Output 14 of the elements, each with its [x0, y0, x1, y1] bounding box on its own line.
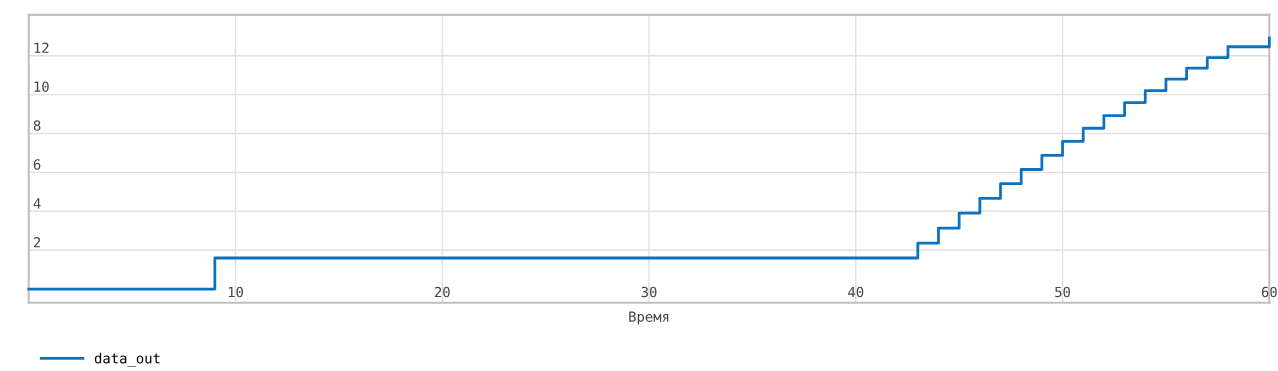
x-tick-label: 50 — [1055, 286, 1071, 298]
x-tick-label: 20 — [434, 286, 450, 298]
legend-label: data_out — [94, 352, 160, 367]
x-tick-label: 10 — [228, 286, 243, 298]
x-tick-label: 60 — [1261, 286, 1277, 298]
y-tick-label: 12 — [34, 42, 49, 53]
y-tick-label: 8 — [33, 120, 41, 131]
y-tick-label: 4 — [33, 198, 41, 209]
y-tick-label: 10 — [34, 81, 49, 92]
y-tick-label: 6 — [33, 159, 41, 170]
x-tick-label: 40 — [848, 286, 864, 298]
y-tick-label: 2 — [33, 237, 41, 248]
x-tick-label: 30 — [641, 286, 657, 298]
x-axis-title: Время — [629, 311, 669, 325]
